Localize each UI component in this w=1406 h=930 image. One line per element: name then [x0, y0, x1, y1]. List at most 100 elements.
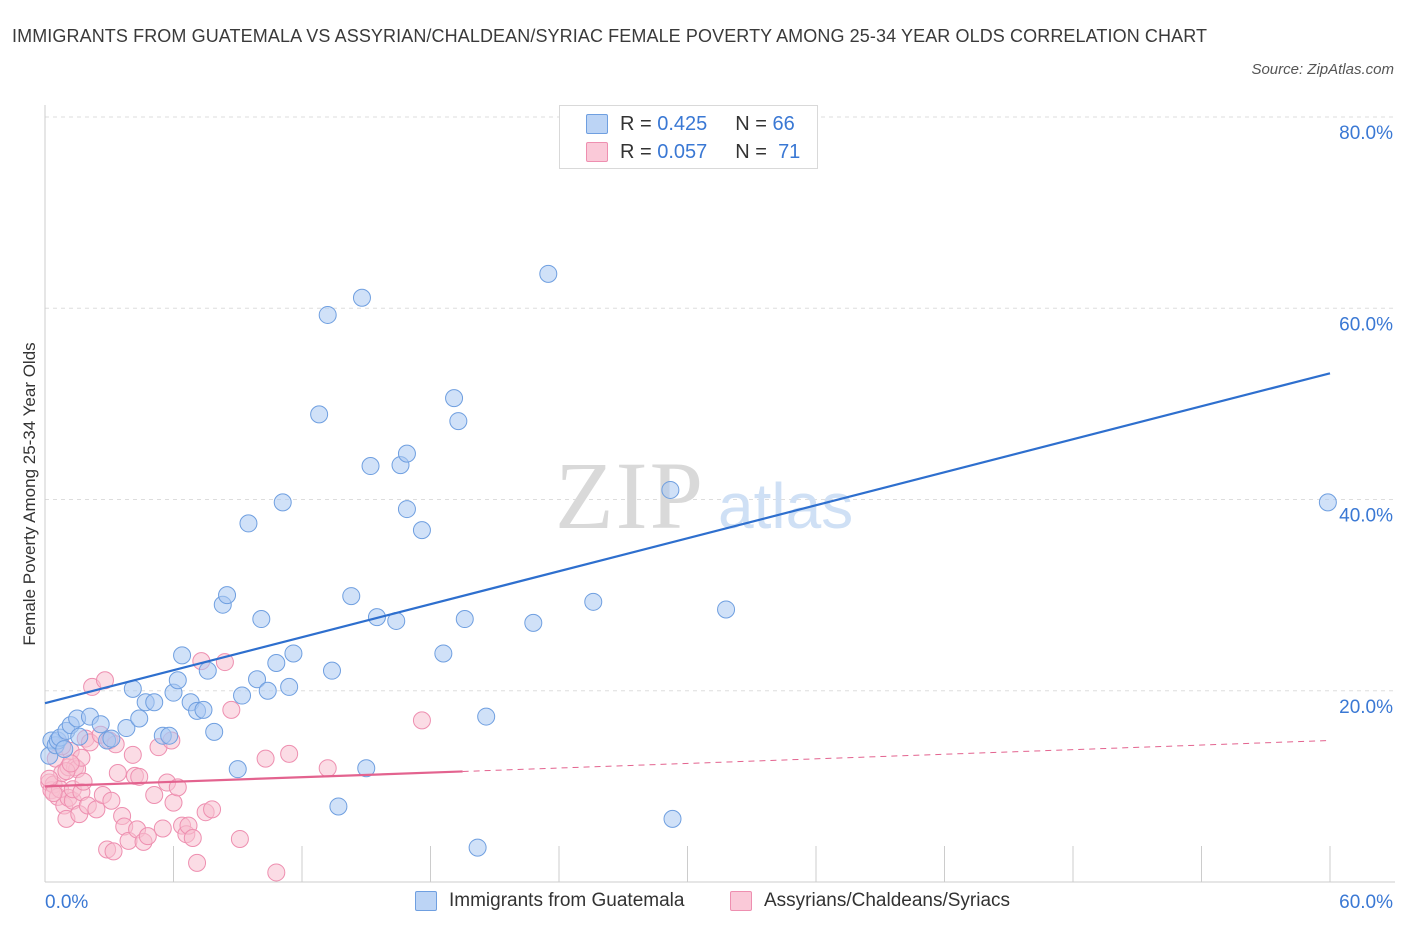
data-point-guatemala [194, 700, 213, 719]
data-point-guatemala [477, 707, 496, 726]
data-point-guatemala [233, 686, 252, 705]
data-point-guatemala [273, 493, 292, 512]
data-point-guatemala [1318, 493, 1337, 512]
legend-n-label: N = [735, 112, 767, 135]
data-point-assyrian [164, 793, 183, 812]
data-point-guatemala [361, 457, 380, 476]
data-point-guatemala [342, 587, 361, 606]
data-point-guatemala [91, 715, 110, 734]
data-point-guatemala [205, 722, 224, 741]
data-point-guatemala [218, 586, 237, 605]
y-tick-labels: 20.0% 40.0% 60.0% 80.0% [1339, 123, 1393, 718]
data-point-guatemala [198, 661, 217, 680]
data-point-assyrian [412, 711, 431, 730]
data-point-guatemala [397, 444, 416, 463]
y-tick-label: 80.0% [1339, 123, 1393, 144]
data-point-assyrian [203, 800, 222, 819]
legend-swatch-pink [730, 891, 752, 911]
data-point-assyrian [104, 842, 123, 861]
legend-swatch-pink [586, 142, 608, 162]
data-point-guatemala [252, 610, 271, 629]
trend-lines [44, 372, 1331, 788]
series-legend: Immigrants from Guatemala Assyrians/Chal… [0, 890, 1406, 916]
legend-swatch-blue [415, 891, 437, 911]
data-point-guatemala [280, 677, 299, 696]
correlation-legend: R = 0.425 N = 66 R = 0.057 N = 71 [559, 105, 818, 169]
data-point-assyrian [168, 778, 187, 797]
y-axis-label: Female Poverty Among 25-34 Year Olds [20, 342, 39, 645]
data-point-guatemala [160, 726, 179, 745]
legend-n-value-2: 71 [778, 140, 801, 163]
legend-n-value-1: 66 [772, 112, 795, 135]
legend-item-guatemala[interactable]: Immigrants from Guatemala [415, 890, 684, 912]
data-point-guatemala [239, 514, 258, 533]
data-point-assyrian [280, 744, 299, 763]
legend-r-value-1: 0.425 [657, 112, 708, 135]
y-tick-label: 40.0% [1339, 506, 1393, 527]
data-point-guatemala [352, 288, 371, 307]
data-point-assyrian [74, 772, 93, 791]
data-point-guatemala [130, 709, 149, 728]
x-tick-label: 0.0% [45, 892, 88, 913]
data-point-guatemala [318, 305, 337, 324]
data-point-assyrian [123, 745, 142, 764]
data-point-assyrian [138, 827, 157, 846]
data-point-guatemala [717, 600, 736, 619]
data-point-assyrian [318, 759, 337, 778]
data-point-guatemala [524, 613, 543, 632]
data-point-assyrian [267, 863, 286, 882]
axes [44, 105, 1395, 883]
trend-line-assyrian [44, 770, 463, 788]
x-tick-labels: 0.0% 60.0% [45, 892, 1393, 913]
data-point-guatemala [455, 610, 474, 629]
chart-title: IMMIGRANTS FROM GUATEMALA VS ASSYRIAN/CH… [12, 26, 1208, 46]
data-point-guatemala [168, 671, 187, 690]
data-point-guatemala [228, 760, 247, 779]
data-point-guatemala [584, 592, 603, 611]
data-point-guatemala [397, 500, 416, 519]
trend-line-guatemala [44, 372, 1331, 705]
legend-r-value-2: 0.057 [657, 140, 708, 163]
series-guatemala-points [40, 264, 1337, 857]
legend-label-assyrian: Assyrians/Chaldeans/Syriacs [764, 890, 1011, 911]
data-point-guatemala [468, 838, 487, 857]
legend-label-guatemala: Immigrants from Guatemala [449, 890, 685, 911]
legend-row-assyrian: R = 0.057 N = 71 [586, 140, 800, 164]
data-point-assyrian [44, 784, 63, 803]
data-point-guatemala [102, 729, 121, 748]
data-point-guatemala [55, 740, 74, 759]
legend-r-label: R = [620, 112, 652, 135]
data-point-guatemala [449, 412, 468, 431]
data-point-guatemala [445, 389, 464, 408]
data-point-guatemala [661, 480, 680, 499]
data-point-guatemala [173, 646, 192, 665]
data-point-assyrian [183, 829, 202, 848]
y-tick-label: 60.0% [1339, 314, 1393, 335]
source-label: Source: ZipAtlas.com [1251, 61, 1394, 78]
data-point-guatemala [412, 521, 431, 540]
data-point-assyrian [188, 853, 207, 872]
data-point-guatemala [310, 405, 329, 424]
legend-item-assyrian[interactable]: Assyrians/Chaldeans/Syriacs [730, 890, 1010, 912]
data-point-guatemala [329, 797, 348, 816]
watermark-zip: ZIP [555, 442, 705, 549]
data-point-assyrian [130, 767, 149, 786]
y-tick-label: 20.0% [1339, 697, 1393, 718]
watermark: ZIP atlas [555, 442, 853, 549]
data-point-assyrian [256, 749, 275, 768]
data-point-guatemala [284, 644, 303, 663]
data-point-assyrian [230, 829, 249, 848]
data-point-guatemala [145, 693, 164, 712]
data-point-assyrian [153, 819, 172, 838]
data-point-guatemala [70, 727, 89, 746]
data-point-assyrian [222, 700, 241, 719]
data-point-assyrian [108, 763, 127, 782]
data-point-guatemala [434, 644, 453, 663]
legend-r-label: R = [620, 140, 652, 163]
legend-row-guatemala: R = 0.425 N = 66 [586, 112, 795, 136]
data-point-assyrian [145, 785, 164, 804]
data-point-guatemala [248, 670, 267, 689]
watermark-atlas: atlas [718, 470, 853, 542]
data-point-guatemala [663, 809, 682, 828]
